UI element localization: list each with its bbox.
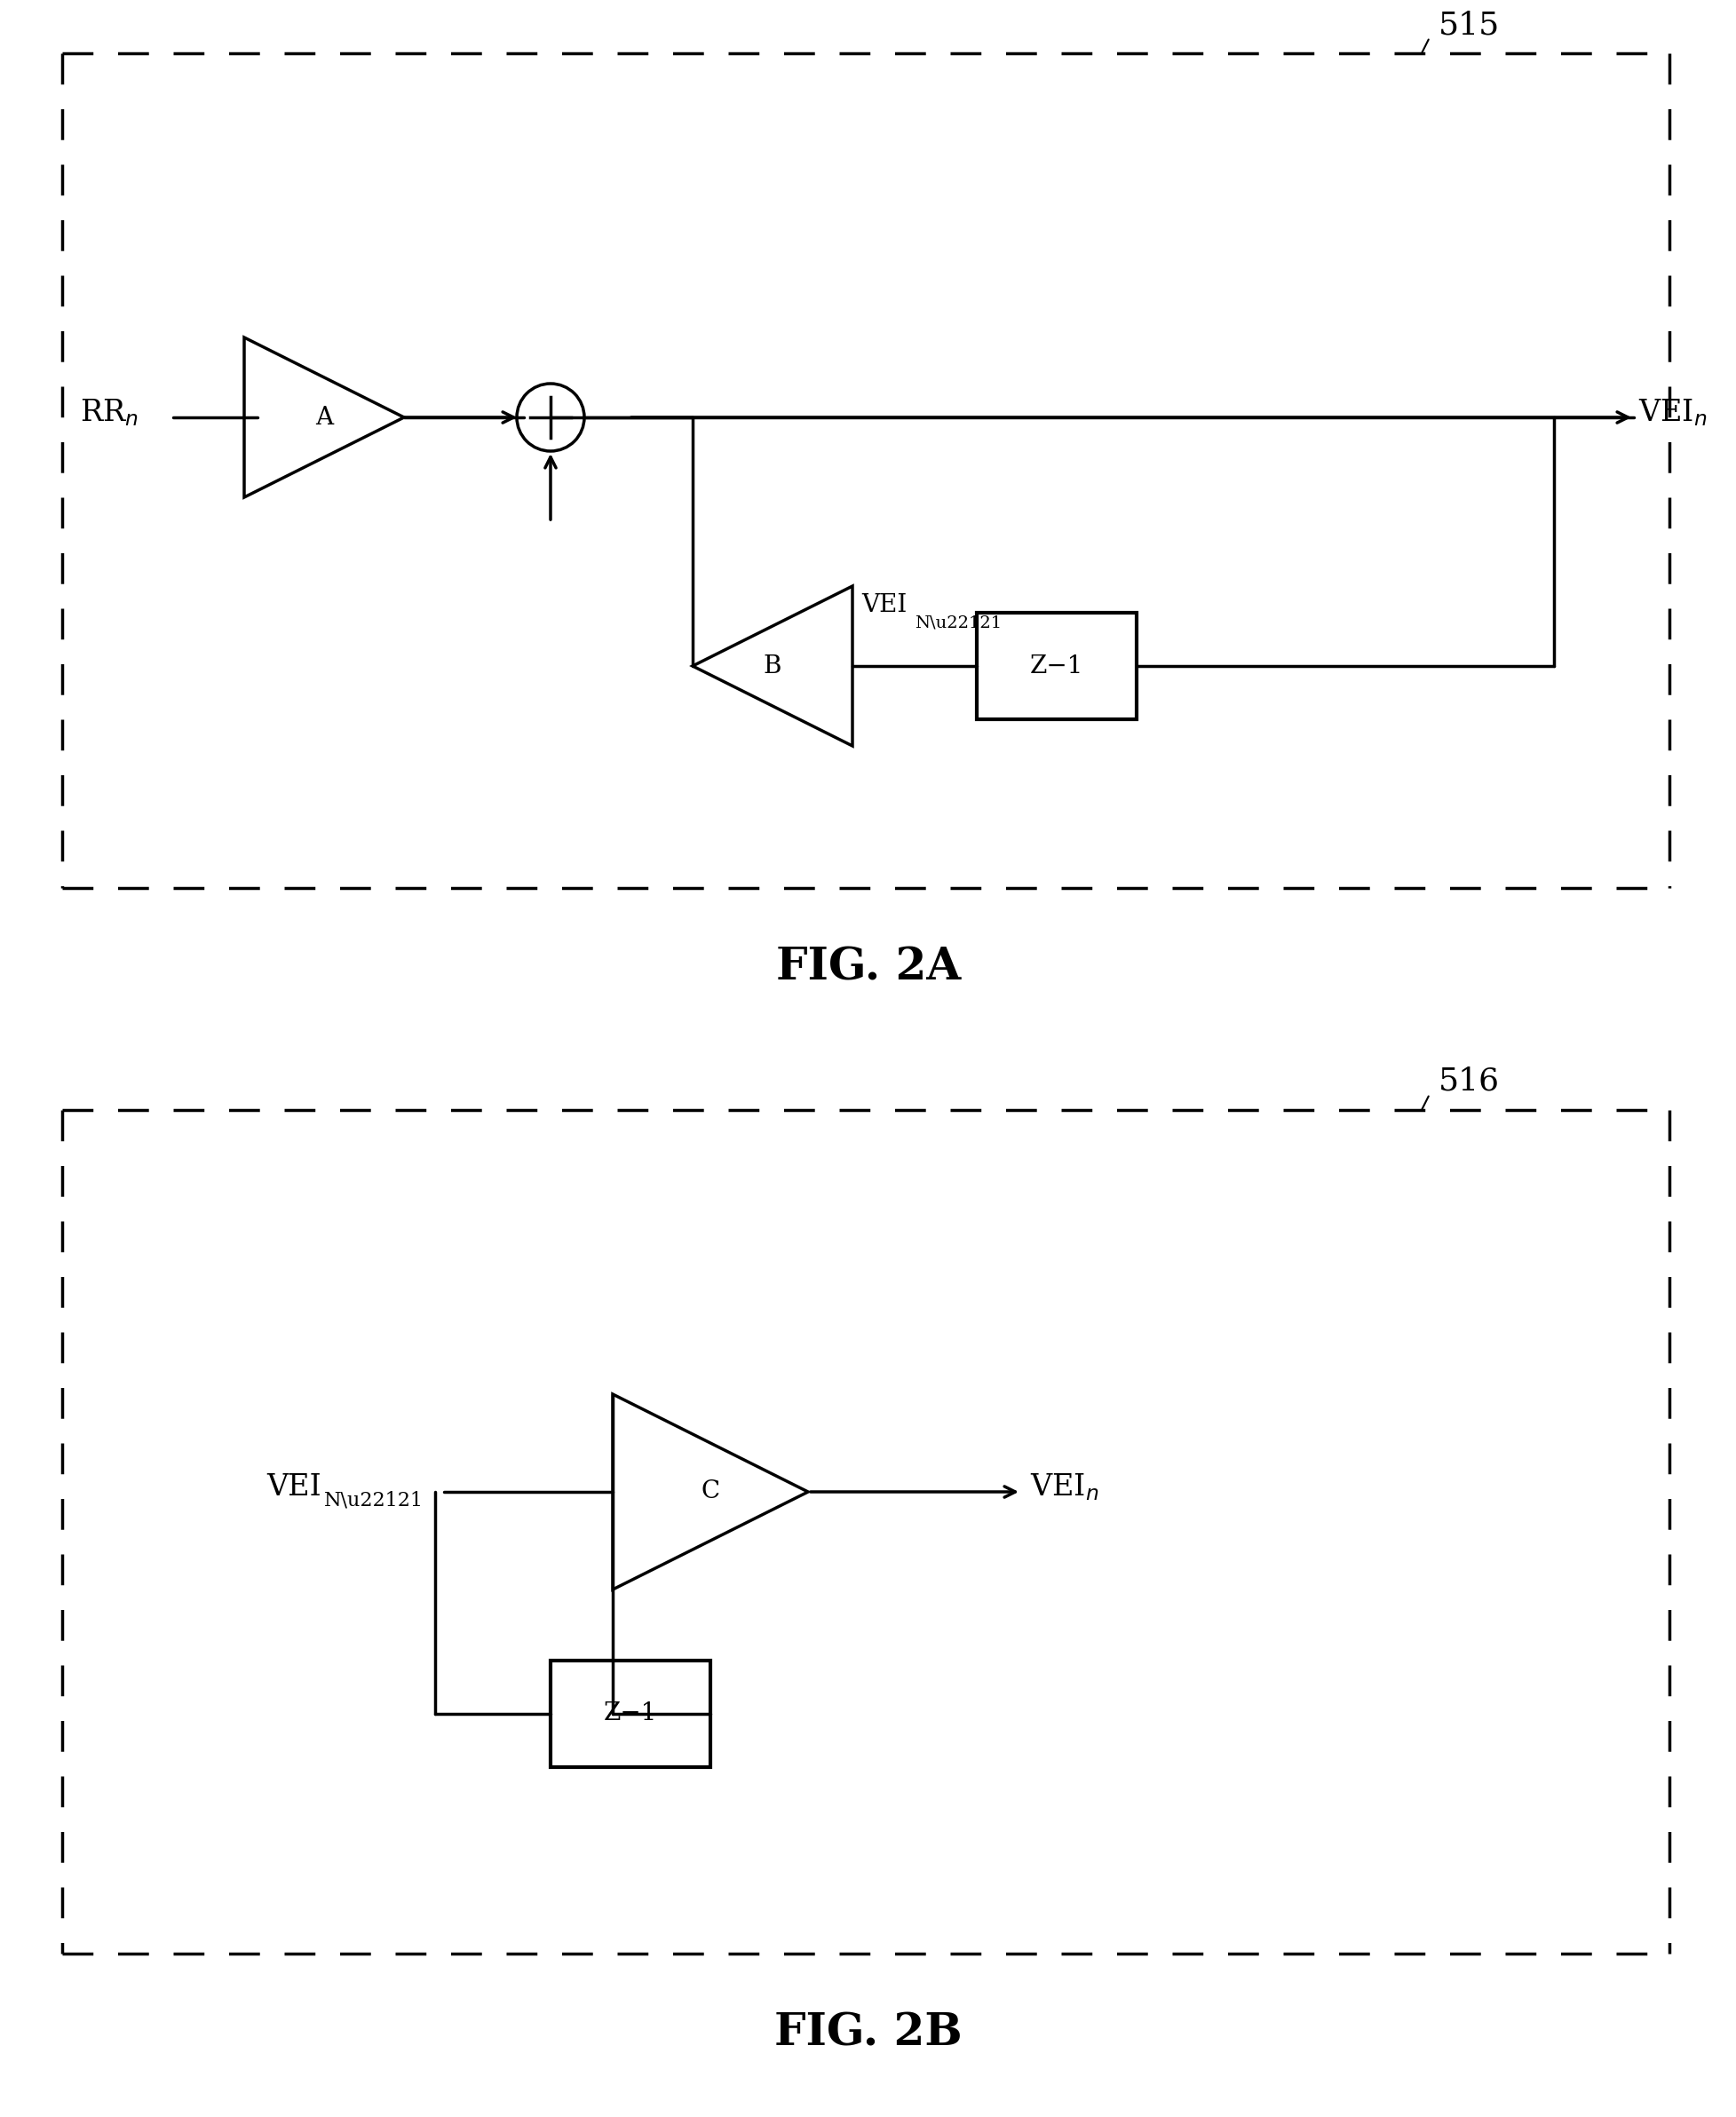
Text: RR$_n$: RR$_n$	[80, 398, 139, 428]
Text: VEI$_n$: VEI$_n$	[1637, 398, 1706, 428]
Text: N\u22121: N\u22121	[915, 614, 1002, 631]
Text: 516: 516	[1437, 1067, 1498, 1097]
Text: Z−1: Z−1	[1029, 654, 1083, 677]
Text: FIG. 2B: FIG. 2B	[774, 2011, 962, 2056]
Text: VEI: VEI	[266, 1473, 321, 1501]
Text: A: A	[314, 404, 333, 430]
Text: Z−1: Z−1	[604, 1702, 656, 1725]
Text: N\u22121: N\u22121	[325, 1490, 424, 1512]
Text: 515: 515	[1437, 11, 1500, 40]
Text: VEI: VEI	[861, 593, 906, 618]
Text: B: B	[764, 654, 781, 677]
Text: C: C	[701, 1480, 719, 1503]
Text: FIG. 2A: FIG. 2A	[776, 946, 960, 989]
Text: VEI$_n$: VEI$_n$	[1029, 1471, 1099, 1503]
